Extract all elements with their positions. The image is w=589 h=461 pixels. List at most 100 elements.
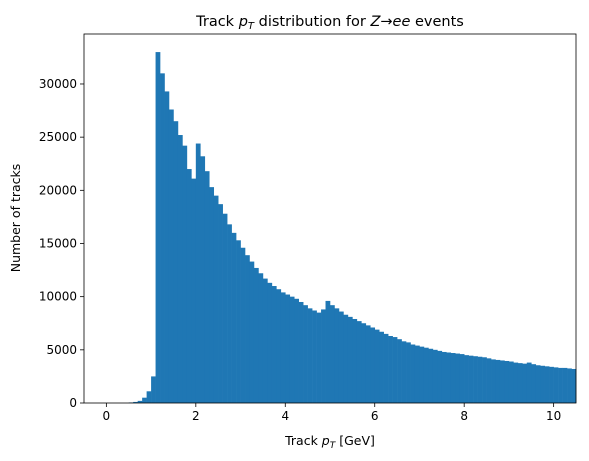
histogram-bar <box>245 255 250 403</box>
x-tick-label: 8 <box>460 409 468 423</box>
histogram-bars <box>128 52 577 404</box>
histogram-bar <box>558 367 563 403</box>
histogram-bar <box>182 145 188 404</box>
histogram-bar <box>253 267 259 403</box>
histogram-bar <box>482 357 487 403</box>
histogram-bar <box>142 397 147 403</box>
histogram-bar <box>379 331 384 403</box>
y-tick-label: 30000 <box>39 77 77 91</box>
y-tick-label: 10000 <box>39 290 77 304</box>
histogram-bar <box>414 345 420 403</box>
x-tick-label: 0 <box>103 409 111 423</box>
histogram-bar <box>289 296 295 403</box>
histogram-bar <box>334 308 340 403</box>
histogram-bar <box>195 143 201 403</box>
x-tick-label: 2 <box>192 409 200 423</box>
histogram-bar <box>455 353 461 403</box>
x-axis-label: Track pT [GeV] <box>284 433 375 451</box>
histogram-bar <box>397 339 402 403</box>
histogram-bar <box>495 359 501 403</box>
x-tick-label: 6 <box>371 409 379 423</box>
histogram-bar <box>307 308 313 403</box>
histogram-bar <box>343 314 349 403</box>
histogram-bar <box>231 232 237 403</box>
histogram-bar <box>356 321 362 403</box>
y-tick-label: 0 <box>69 396 77 410</box>
histogram-bar <box>285 294 291 403</box>
y-tick-label: 25000 <box>39 130 77 144</box>
histogram-bar <box>441 351 447 403</box>
histogram-bar <box>280 292 286 403</box>
histogram-bar <box>365 325 371 403</box>
histogram-bar <box>464 355 469 403</box>
y-axis-label: Number of tracks <box>8 164 23 273</box>
histogram-bar <box>271 286 277 403</box>
histogram-bar <box>200 156 206 403</box>
histogram-bar <box>249 261 255 403</box>
histogram-bar <box>177 135 183 403</box>
histogram-bar <box>499 360 505 403</box>
histogram-bar <box>186 169 192 403</box>
histogram-bar <box>316 312 322 403</box>
histogram-bar <box>491 359 496 403</box>
histogram-bar <box>312 310 317 403</box>
histogram-bar <box>222 213 228 403</box>
y-axis-ticks: 0 5000 10000 15000 20000 25000 30000 <box>39 77 84 410</box>
histogram-bar <box>517 363 523 403</box>
histogram-bar <box>267 282 273 403</box>
histogram-bar <box>325 300 331 403</box>
histogram-bar <box>432 349 438 403</box>
histogram-bar <box>406 342 411 403</box>
histogram-bar <box>410 344 416 403</box>
histogram-bar <box>473 356 478 403</box>
histogram-bar <box>549 366 554 403</box>
y-tick-label: 20000 <box>39 183 77 197</box>
histogram-bar <box>262 278 268 403</box>
histogram-bar <box>164 91 170 403</box>
y-tick-label: 5000 <box>46 343 77 357</box>
histogram-bar <box>468 355 474 403</box>
histogram-bar <box>571 368 577 403</box>
histogram-bar <box>227 224 232 403</box>
histogram-bar <box>151 376 156 403</box>
histogram-bar <box>504 360 510 403</box>
histogram-bar <box>392 337 398 403</box>
histogram-bar <box>168 109 174 404</box>
histogram-bar <box>160 73 165 403</box>
histogram-bar <box>191 178 197 403</box>
histogram-bar <box>209 187 215 403</box>
histogram-bar <box>303 305 308 403</box>
histogram-bar <box>370 327 376 403</box>
histogram-bar <box>540 365 545 403</box>
x-tick-label: 4 <box>281 409 289 423</box>
histogram-bar <box>450 353 456 403</box>
histogram-bar <box>330 305 335 403</box>
histogram-bar <box>544 366 550 403</box>
chart-title: Track pT distribution for Z→ee events <box>195 14 464 32</box>
histogram-bar <box>294 298 299 403</box>
histogram-bar <box>446 352 452 403</box>
histogram-bar <box>218 204 223 403</box>
plot-frame <box>83 33 577 404</box>
histogram-bar <box>513 362 519 403</box>
y-tick-label: 15000 <box>39 236 77 250</box>
histogram-bar <box>419 346 425 403</box>
histogram-bar <box>213 195 219 403</box>
histogram-bar <box>383 333 389 403</box>
histogram-bar <box>321 309 326 403</box>
histogram-bar <box>236 240 241 403</box>
histogram-bar <box>401 341 407 403</box>
histogram-bar <box>526 362 532 403</box>
histogram-bar <box>423 347 429 403</box>
x-axis-ticks: 0 2 4 6 8 10 <box>103 403 561 423</box>
histogram-bar <box>437 350 443 403</box>
histogram-bar <box>535 365 541 403</box>
histogram-bar <box>388 336 393 403</box>
histogram-bar <box>522 363 528 403</box>
histogram-bar <box>486 358 492 403</box>
histogram-bar <box>352 318 358 403</box>
histogram-bar <box>276 289 282 403</box>
histogram-bar <box>258 273 264 403</box>
histogram-bar <box>553 367 559 403</box>
